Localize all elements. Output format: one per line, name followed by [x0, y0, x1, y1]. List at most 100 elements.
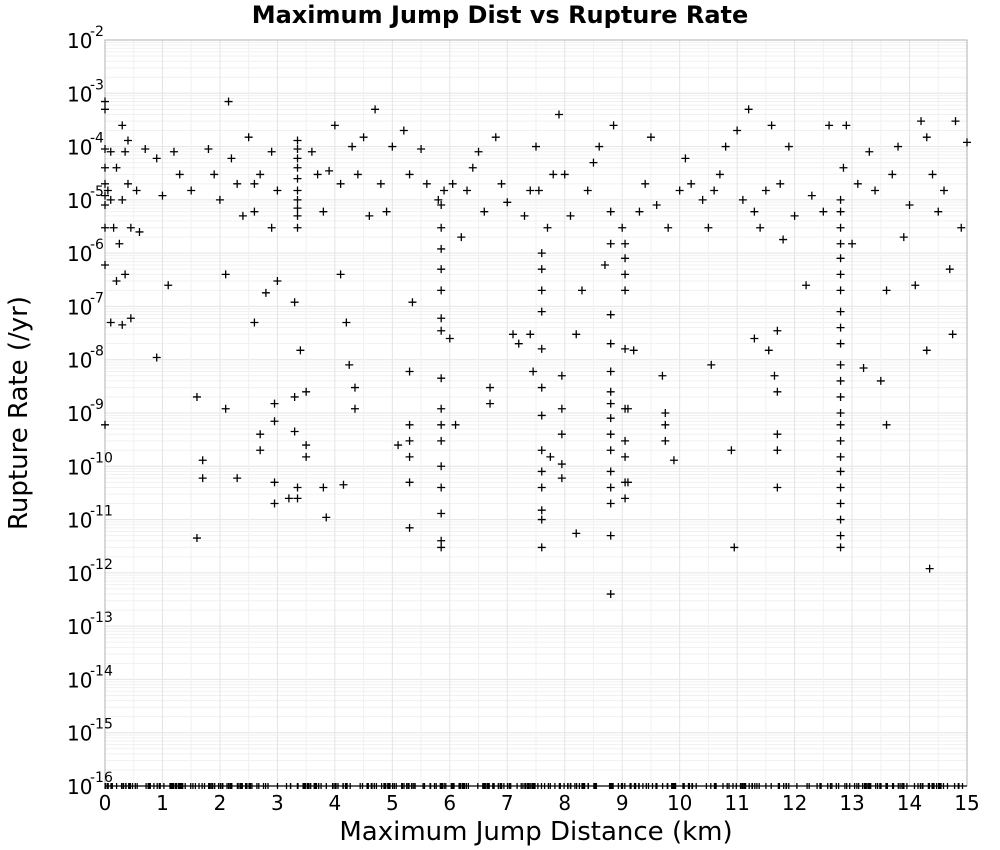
data-point [293, 494, 302, 503]
data-point [101, 420, 109, 429]
data-point [437, 223, 446, 232]
data-point [514, 339, 523, 348]
data-point [836, 207, 845, 216]
data-point [710, 186, 719, 195]
data-point [103, 186, 112, 195]
data-point [290, 427, 299, 436]
data-point [537, 483, 546, 492]
data-point [302, 441, 311, 450]
data-point [250, 318, 259, 327]
data-point [422, 179, 431, 188]
data-point [135, 227, 144, 236]
data-point [549, 170, 558, 179]
data-point [238, 211, 247, 220]
data-point [917, 117, 926, 126]
data-point [707, 360, 716, 369]
data-point [767, 121, 776, 130]
data-point [836, 223, 845, 232]
data-point [365, 211, 374, 220]
data-point [437, 314, 446, 323]
data-point [715, 170, 724, 179]
data-point [118, 121, 127, 130]
data-point [836, 339, 845, 348]
data-point [698, 195, 707, 204]
data-point [227, 154, 236, 163]
data-point [284, 494, 293, 503]
data-point [336, 179, 345, 188]
data-point [836, 409, 845, 417]
data-point [296, 346, 305, 355]
data-point [922, 346, 931, 355]
data-point [437, 374, 446, 383]
data-point [899, 233, 908, 242]
data-point [773, 387, 782, 396]
data-point [836, 307, 845, 316]
x-tick-label: 0 [99, 791, 112, 815]
y-tick-exponent: -14 [90, 663, 113, 679]
data-point [270, 478, 279, 487]
data-point [836, 195, 845, 204]
data-point [126, 314, 135, 323]
data-point [293, 136, 302, 145]
x-tick-label: 9 [616, 791, 629, 815]
data-point [661, 420, 670, 429]
data-point [557, 371, 566, 380]
data-point [888, 170, 897, 179]
data-point [761, 186, 770, 195]
data-point [554, 110, 563, 119]
data-point [606, 310, 615, 319]
data-point [537, 307, 546, 316]
data-point [606, 399, 615, 408]
y-axis-label: Rupture Rate (/yr) [4, 296, 34, 530]
data-point [537, 446, 546, 455]
data-point [721, 142, 730, 151]
data-point [342, 318, 351, 327]
data-point [405, 170, 414, 179]
data-point [526, 186, 535, 195]
x-tick-label: 2 [214, 791, 227, 815]
data-point [437, 244, 446, 253]
y-tick-label: 10 [67, 615, 92, 639]
data-point [623, 404, 632, 413]
data-point [836, 543, 845, 552]
data-point [621, 344, 630, 353]
data-point [101, 179, 109, 188]
data-point [606, 207, 615, 216]
floor-data-points [104, 783, 967, 789]
data-point [101, 191, 109, 200]
data-point [345, 360, 354, 369]
data-point [101, 97, 109, 106]
data-point [836, 270, 845, 279]
data-point [836, 483, 845, 492]
data-point [825, 121, 834, 130]
data-point [773, 446, 782, 455]
data-point [106, 147, 115, 156]
chart-title: Maximum Jump Dist vs Rupture Rate [252, 1, 749, 29]
data-point [319, 483, 328, 492]
data-point [437, 420, 446, 429]
data-point [790, 211, 799, 220]
data-point [204, 145, 213, 154]
data-point [635, 207, 644, 216]
data-point [773, 430, 782, 439]
data-point [132, 186, 141, 195]
y-tick-label: 10 [67, 295, 92, 319]
data-point [164, 281, 173, 290]
data-point [405, 367, 414, 376]
data-point [652, 201, 661, 210]
y-tick-exponent: -7 [90, 290, 104, 306]
y-tick-exponent: -3 [90, 77, 104, 93]
data-point [621, 494, 630, 503]
data-point [733, 126, 742, 135]
data-point [293, 163, 302, 172]
data-point [572, 529, 581, 538]
data-point [744, 105, 753, 114]
data-point [957, 223, 966, 232]
y-tick-label: 10 [67, 562, 92, 586]
data-point [437, 509, 446, 518]
data-point [273, 186, 282, 195]
data-point [836, 531, 845, 540]
data-point [115, 239, 124, 248]
data-point [526, 330, 535, 339]
